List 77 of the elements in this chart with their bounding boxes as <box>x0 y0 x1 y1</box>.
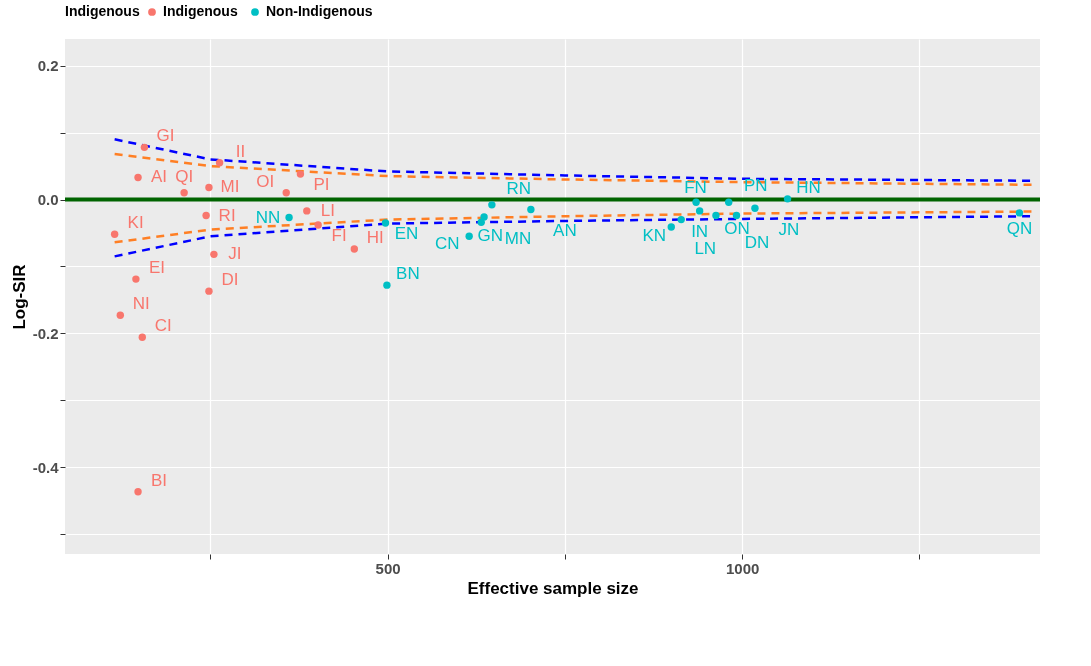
point <box>215 159 224 167</box>
point <box>480 213 488 221</box>
annotation: BI <box>151 470 168 490</box>
x-tick-label: 1000 <box>725 559 760 577</box>
point <box>488 201 496 209</box>
x-axis-title: Effective sample size <box>467 578 639 598</box>
point <box>667 223 675 231</box>
y-tick-label: 0.2 <box>37 57 59 75</box>
point <box>381 219 390 227</box>
point <box>132 275 140 283</box>
point <box>303 207 311 215</box>
x-tick-label: 500 <box>375 559 401 577</box>
point <box>314 221 322 229</box>
annotation: MN <box>504 228 532 248</box>
point <box>695 207 704 215</box>
point <box>134 488 142 496</box>
annotation: QN <box>1006 218 1033 238</box>
annotation: CI <box>154 316 172 336</box>
point <box>285 213 293 222</box>
y-tick-label: 0.0 <box>37 191 59 209</box>
annotation: OI <box>256 171 275 191</box>
annotation: EI <box>148 257 165 277</box>
point <box>138 333 146 341</box>
point <box>465 232 473 241</box>
point <box>527 205 535 214</box>
point <box>282 189 290 197</box>
point <box>677 215 685 224</box>
point <box>296 170 305 178</box>
point <box>732 211 741 220</box>
annotation: GI <box>156 126 175 146</box>
annotation: LI <box>320 200 335 220</box>
y-tick-label: -0.4 <box>32 458 60 476</box>
point <box>180 189 188 197</box>
annotation: CN <box>434 233 460 253</box>
point <box>134 173 142 182</box>
point <box>205 287 213 295</box>
annotation: RI <box>218 205 236 225</box>
annotation: JN <box>778 219 800 239</box>
annotation: II <box>235 141 246 161</box>
point <box>783 195 792 203</box>
y-tick-label: -0.2 <box>32 324 59 342</box>
y-axis-title: Log-SIR <box>9 264 29 330</box>
point <box>350 245 359 253</box>
annotation: RN <box>506 178 532 198</box>
annotation: DI <box>221 269 239 289</box>
annotation: JI <box>228 244 242 264</box>
point <box>202 211 210 220</box>
point <box>692 198 700 206</box>
annotation: NN <box>255 207 281 227</box>
point <box>712 211 720 220</box>
annotation: EN <box>394 224 419 244</box>
annotation: KI <box>127 213 144 233</box>
point <box>1015 209 1024 217</box>
annotation: AN <box>553 221 577 241</box>
annotation: GN <box>477 226 503 246</box>
point <box>116 311 125 319</box>
annotation: FN <box>684 178 707 198</box>
point <box>205 183 213 192</box>
annotation: KN <box>642 225 667 245</box>
legend-title: Indigenous <box>65 3 140 19</box>
point <box>210 250 218 259</box>
annotation: MI <box>220 177 240 197</box>
annotation: PI <box>313 175 330 195</box>
annotation: NI <box>132 294 150 314</box>
point <box>140 143 149 152</box>
point <box>725 198 733 206</box>
legend-label: Non-Indigenous <box>266 3 373 19</box>
annotation: BN <box>396 263 420 283</box>
annotation: QI <box>175 166 194 186</box>
annotation: HI <box>366 227 384 247</box>
point <box>751 204 759 212</box>
annotation: HN <box>796 177 821 197</box>
legend-label: Indigenous <box>163 3 238 19</box>
annotation: FI <box>331 226 347 246</box>
point <box>383 281 391 289</box>
point <box>110 230 119 238</box>
annotation: AI <box>151 167 168 187</box>
